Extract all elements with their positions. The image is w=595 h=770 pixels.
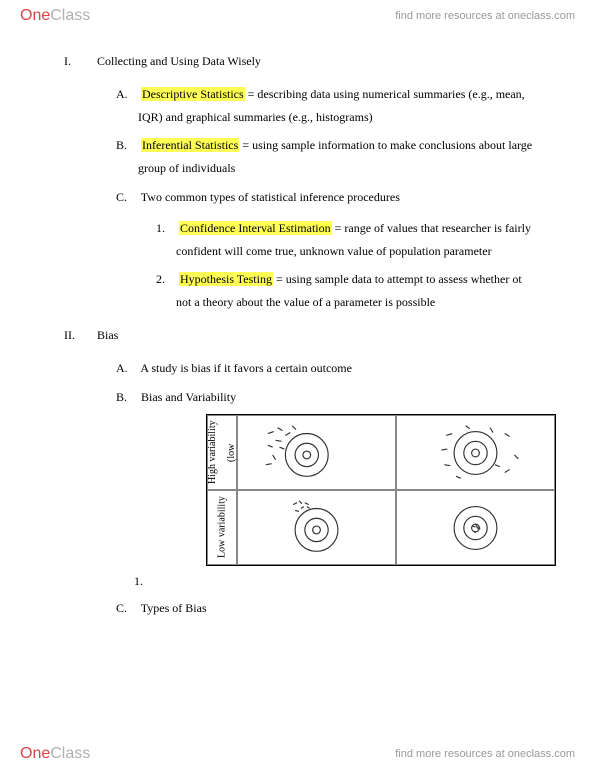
logo-class-f: Class — [50, 745, 90, 763]
term-ci: Confidence Interval Estimation — [179, 221, 332, 235]
document-body: I. Collecting and Using Data Wisely A. D… — [64, 50, 565, 626]
item-2c: C. Types of Bias — [116, 597, 565, 620]
label-2: 2. — [156, 268, 176, 291]
text-1c: Two common types of statistical inferenc… — [141, 190, 400, 204]
label-2c: C. — [116, 597, 138, 620]
term-descriptive: Descriptive Statistics — [141, 87, 245, 101]
label-1: 1. — [156, 217, 176, 240]
def-1c2-2: not a theory about the value of a parame… — [176, 291, 565, 314]
caption-num: 1. — [134, 570, 154, 593]
item-1b: B. Inferential Statistics = using sample… — [116, 134, 565, 180]
label-2a: A. — [116, 357, 138, 380]
label-a: A. — [116, 83, 138, 106]
section-1: I. Collecting and Using Data Wisely A. D… — [64, 50, 565, 314]
section-2-title: Bias — [97, 324, 118, 347]
term-inferential: Inferential Statistics — [141, 138, 239, 152]
term-hypo: Hypothesis Testing — [179, 272, 273, 286]
item-1a: A. Descriptive Statistics = describing d… — [116, 83, 565, 129]
text-2a: A study is bias if it favors a certain o… — [140, 361, 352, 375]
def-1b-1: = using sample information to make concl… — [239, 138, 532, 152]
bias-diagram: High variability (low — [116, 414, 565, 566]
target-low-bias-low-var — [396, 490, 555, 565]
header-tagline: find more resources at oneclass.com — [395, 10, 575, 22]
item-1c1: 1. Confidence Interval Estimation = rang… — [156, 217, 565, 263]
logo-footer: OneClass — [20, 745, 90, 763]
text-2c: Types of Bias — [141, 601, 207, 615]
def-1a-1: = describing data using numerical summar… — [245, 87, 525, 101]
logo: OneClass — [20, 7, 90, 25]
footer-tagline: find more resources at oneclass.com — [395, 748, 575, 760]
label-2b: B. — [116, 386, 138, 409]
target-high-bias-high-var — [237, 415, 396, 490]
row-label-high: High variability (low — [207, 415, 237, 490]
logo-class: Class — [50, 7, 90, 25]
roman-label-2: II. — [64, 324, 94, 347]
def-1c1-2: confident will come true, unknown value … — [176, 240, 565, 263]
def-1b-2: group of individuals — [138, 157, 565, 180]
item-1c: C. Two common types of statistical infer… — [116, 186, 565, 314]
item-1c2: 2. Hypothesis Testing = using sample dat… — [156, 268, 565, 314]
label-c: C. — [116, 186, 138, 209]
target-high-bias-low-var — [237, 490, 396, 565]
section-2: II. Bias A. A study is bias if it favors… — [64, 324, 565, 620]
logo-one: One — [20, 7, 50, 25]
target-low-bias-high-var — [396, 415, 555, 490]
logo-one-f: One — [20, 745, 50, 763]
def-1c2-1: = using sample data to attempt to assess… — [273, 272, 522, 286]
def-1a-2: IQR) and graphical summaries (e.g., hist… — [138, 106, 565, 129]
section-1-title: Collecting and Using Data Wisely — [97, 50, 261, 73]
item-2b: B. Bias and Variability — [116, 386, 565, 409]
roman-label: I. — [64, 50, 94, 73]
def-1c1-1: = range of values that researcher is fai… — [332, 221, 531, 235]
text-2b: Bias and Variability — [141, 390, 236, 404]
page-footer: OneClass find more resources at oneclass… — [0, 738, 595, 770]
page-header: OneClass find more resources at oneclass… — [0, 0, 595, 32]
row-label-low: Low variability — [207, 490, 237, 565]
item-2a: A. A study is bias if it favors a certai… — [116, 357, 565, 380]
label-b: B. — [116, 134, 138, 157]
